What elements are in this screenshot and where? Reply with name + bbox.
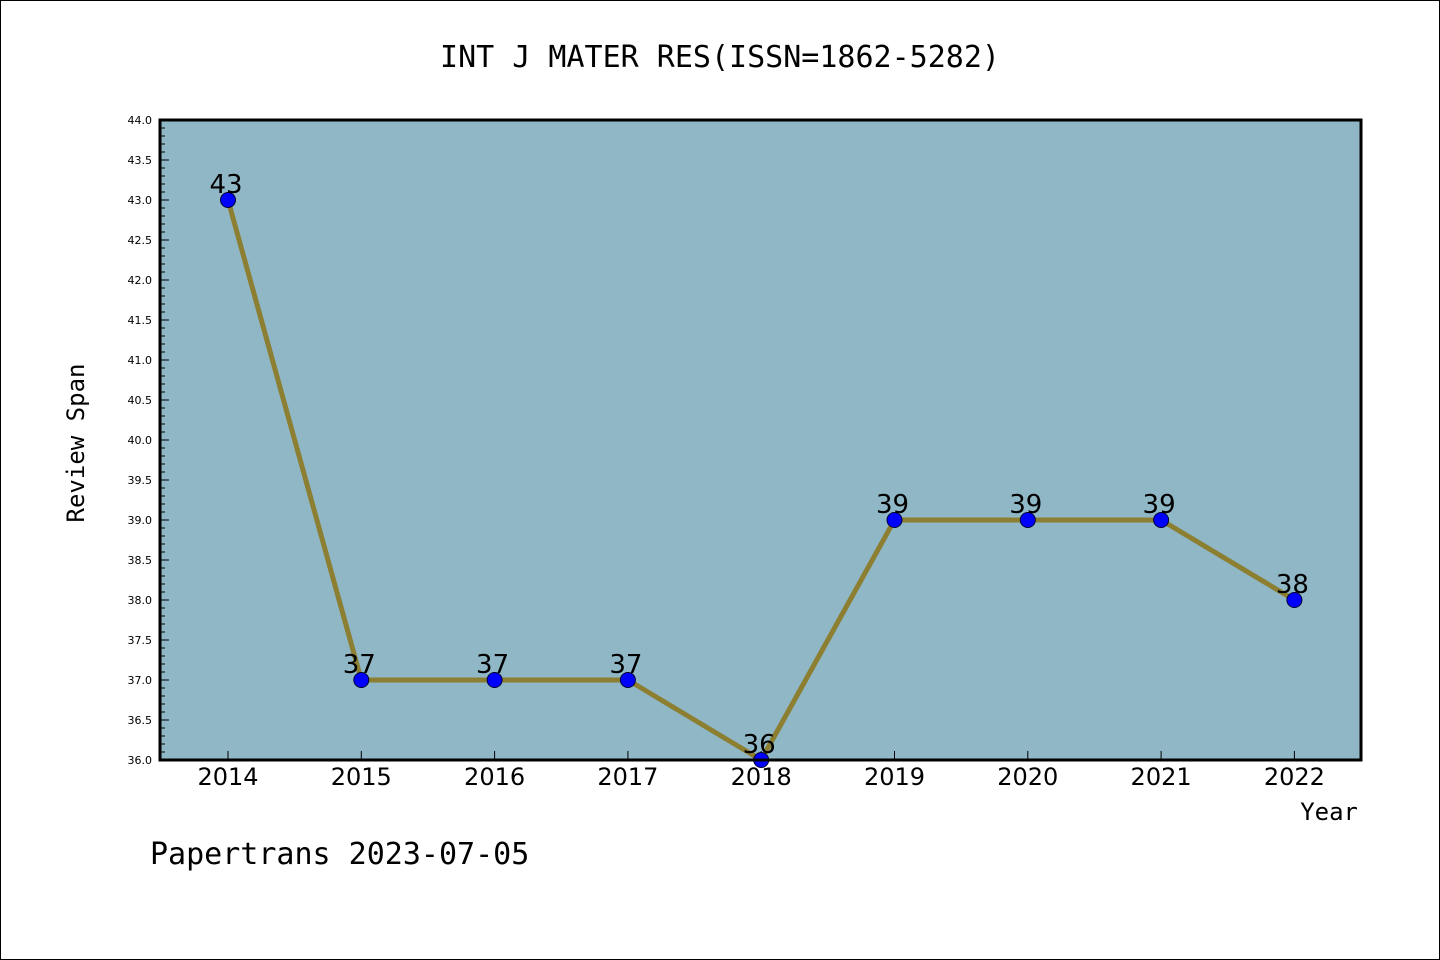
y-tick-label: 43.0	[128, 194, 153, 207]
y-axis: 36.0 36.5 37.0 37.5 38.0 38.5 39.0 39.5 40.0 40.5…	[128, 114, 169, 767]
data-point	[619, 672, 636, 688]
y-tick-label: 38.5	[128, 554, 153, 567]
y-tick-label: 40.0	[128, 434, 153, 447]
data-label: 37	[343, 650, 376, 680]
plot-border	[158, 118, 1363, 762]
data-label: 39	[1009, 490, 1042, 520]
footer-date: Papertrans 2023-07-05	[150, 837, 529, 872]
x-tick-label: 2014	[197, 763, 258, 791]
y-tick-label: 44.0	[128, 114, 153, 127]
data-point	[486, 672, 503, 688]
x-tick-label: 2021	[1131, 763, 1192, 791]
data-label: 39	[876, 490, 909, 520]
data-label: 38	[1276, 570, 1309, 600]
x-tick-label: 2022	[1264, 763, 1325, 791]
x-axis-label: Year	[1300, 798, 1358, 826]
x-tick-label: 2017	[597, 763, 658, 791]
x-tick-label: 2019	[864, 763, 925, 791]
data-point	[886, 512, 903, 528]
data-label: 36	[743, 730, 776, 760]
y-tick-label: 40.5	[128, 394, 153, 407]
x-tick-label: 2016	[464, 763, 525, 791]
data-label: 39	[1143, 490, 1176, 520]
data-label: 37	[476, 650, 509, 680]
y-axis-label: Review Span	[62, 364, 90, 523]
plot-area	[160, 120, 1361, 760]
y-tick-label: 37.0	[128, 674, 153, 687]
y-tick-label: 39.0	[128, 514, 153, 527]
data-point	[1153, 512, 1170, 528]
y-tick-label: 43.5	[128, 154, 153, 167]
y-tick-label: 39.5	[128, 474, 153, 487]
data-point	[1286, 592, 1303, 608]
data-point	[1019, 512, 1036, 528]
y-tick-label: 38.0	[128, 594, 153, 607]
data-markers	[220, 192, 1303, 768]
data-label: 37	[609, 650, 642, 680]
y-tick-label: 41.5	[128, 314, 153, 327]
y-tick-label: 41.0	[128, 354, 153, 367]
y-tick-label: 36.5	[128, 714, 153, 727]
data-point	[220, 192, 236, 208]
data-point	[353, 672, 370, 688]
y-tick-label: 42.5	[128, 234, 153, 247]
y-tick-label: 42.0	[128, 274, 153, 287]
y-tick-label: 37.5	[128, 634, 153, 647]
y-tick-label: 36.0	[128, 754, 153, 767]
chart-title: INT J MATER RES(ISSN=1862-5282)	[440, 40, 1000, 75]
x-tick-label: 2020	[997, 763, 1058, 791]
x-tick-label: 2015	[331, 763, 392, 791]
data-labels: 43 37 37 37 36 39 39 39 38	[209, 170, 1308, 760]
data-label: 43	[209, 170, 242, 200]
